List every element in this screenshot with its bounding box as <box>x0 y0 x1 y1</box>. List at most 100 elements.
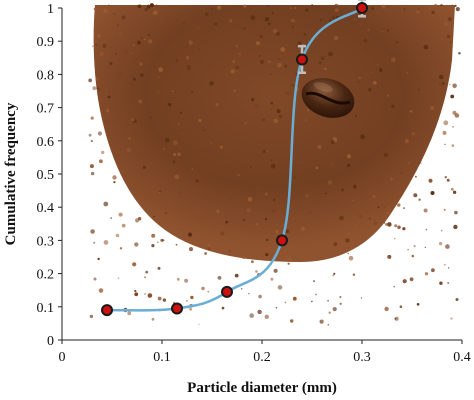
coffee-grain <box>287 68 290 72</box>
coffee-grain <box>246 208 251 213</box>
coffee-grain <box>145 270 149 274</box>
coffee-grain <box>446 34 450 39</box>
coffee-grain <box>333 138 338 143</box>
coffee-grain <box>144 293 146 295</box>
coffee-grain <box>107 95 111 99</box>
coffee-grain <box>222 146 227 151</box>
coffee-grain <box>211 7 213 10</box>
coffee-grain <box>219 90 221 92</box>
coffee-grain <box>383 206 386 208</box>
coffee-grain <box>198 48 200 50</box>
coffee-grain <box>258 294 262 299</box>
coffee-grain <box>363 38 368 43</box>
coffee-grain <box>403 8 406 10</box>
coffee-grain <box>134 289 137 293</box>
coffee-grain <box>153 215 155 218</box>
coffee-grain <box>345 238 350 243</box>
coffee-grain <box>272 208 277 213</box>
coffee-grain <box>232 60 235 63</box>
coffee-grain <box>187 232 193 237</box>
coffee-grain <box>203 129 206 132</box>
coffee-grain <box>305 194 309 198</box>
coffee-grain <box>140 73 144 77</box>
coffee-grain <box>274 14 277 17</box>
coffee-grain <box>373 74 378 79</box>
coffee-grain <box>424 272 429 276</box>
coffee-grain <box>222 60 225 63</box>
coffee-grain <box>316 115 319 119</box>
coffee-grain <box>212 143 218 149</box>
coffee-grain <box>113 12 116 16</box>
coffee-grain <box>95 77 99 81</box>
coffee-grain <box>133 77 136 81</box>
coffee-grain <box>150 116 153 119</box>
coffee-grain <box>117 277 120 279</box>
coffee-grain <box>411 254 415 258</box>
coffee-grain <box>98 288 104 293</box>
coffee-grain <box>308 31 313 35</box>
coffee-grain <box>93 7 97 11</box>
coffee-grain <box>262 118 265 122</box>
coffee-grain <box>315 293 317 296</box>
coffee-background <box>88 3 461 326</box>
coffee-grain <box>127 311 132 316</box>
coffee-grain <box>391 57 396 62</box>
coffee-grain <box>264 218 268 221</box>
coffee-grain <box>418 7 421 11</box>
coffee-grain <box>385 211 390 216</box>
coffee-grain <box>439 281 443 285</box>
coffee-grain <box>360 134 365 140</box>
coffee-grain <box>332 307 337 312</box>
coffee-grain <box>177 123 180 125</box>
x-tick-label: 0.3 <box>353 350 371 365</box>
coffee-grain <box>423 44 429 50</box>
coffee-grain <box>431 268 435 273</box>
coffee-grain <box>389 177 393 181</box>
coffee-grain <box>372 195 376 198</box>
coffee-grain <box>267 5 270 7</box>
coffee-bean <box>301 78 355 118</box>
coffee-grain <box>300 226 306 232</box>
coffee-grain <box>324 192 327 195</box>
coffee-grain <box>352 117 355 120</box>
coffee-grain <box>432 14 434 16</box>
coffee-grain <box>157 296 162 301</box>
coffee-grain <box>270 159 273 162</box>
coffee-grain <box>90 171 95 176</box>
coffee-grain <box>450 187 454 191</box>
coffee-grain <box>92 45 94 47</box>
coffee-grain <box>417 126 421 130</box>
coffee-pile <box>93 5 455 262</box>
coffee-grain <box>137 4 142 9</box>
coffee-grain <box>88 78 93 83</box>
coffee-grain <box>180 229 183 231</box>
coffee-grain <box>151 317 155 321</box>
coffee-grain <box>415 29 417 31</box>
coffee-grain <box>413 245 416 248</box>
coffee-grain <box>144 276 146 279</box>
coffee-grain <box>448 267 450 269</box>
coffee-grain <box>449 83 451 86</box>
coffee-grain <box>440 3 443 7</box>
y-tick-label: 0.6 <box>37 135 55 150</box>
coffee-grain <box>368 217 372 220</box>
coffee-grain <box>313 194 316 197</box>
coffee-grain <box>118 212 123 217</box>
coffee-grain <box>112 175 117 180</box>
y-tick-label: 1 <box>47 2 54 17</box>
coffee-grain <box>370 72 372 74</box>
y-tick-label: 0.4 <box>37 201 55 216</box>
coffee-grain <box>292 26 294 29</box>
y-tick-label: 0.9 <box>37 35 55 50</box>
coffee-grain <box>409 277 414 282</box>
coffee-grain <box>101 150 105 155</box>
coffee-grain <box>328 311 331 314</box>
coffee-grain <box>255 223 259 226</box>
coffee-grain <box>259 35 263 38</box>
coffee-grain <box>240 288 243 290</box>
coffee-grain <box>354 114 357 117</box>
coffee-grain <box>444 264 446 266</box>
coffee-grain <box>348 255 354 261</box>
coffee-grain <box>155 89 161 94</box>
coffee-grain <box>360 36 362 39</box>
